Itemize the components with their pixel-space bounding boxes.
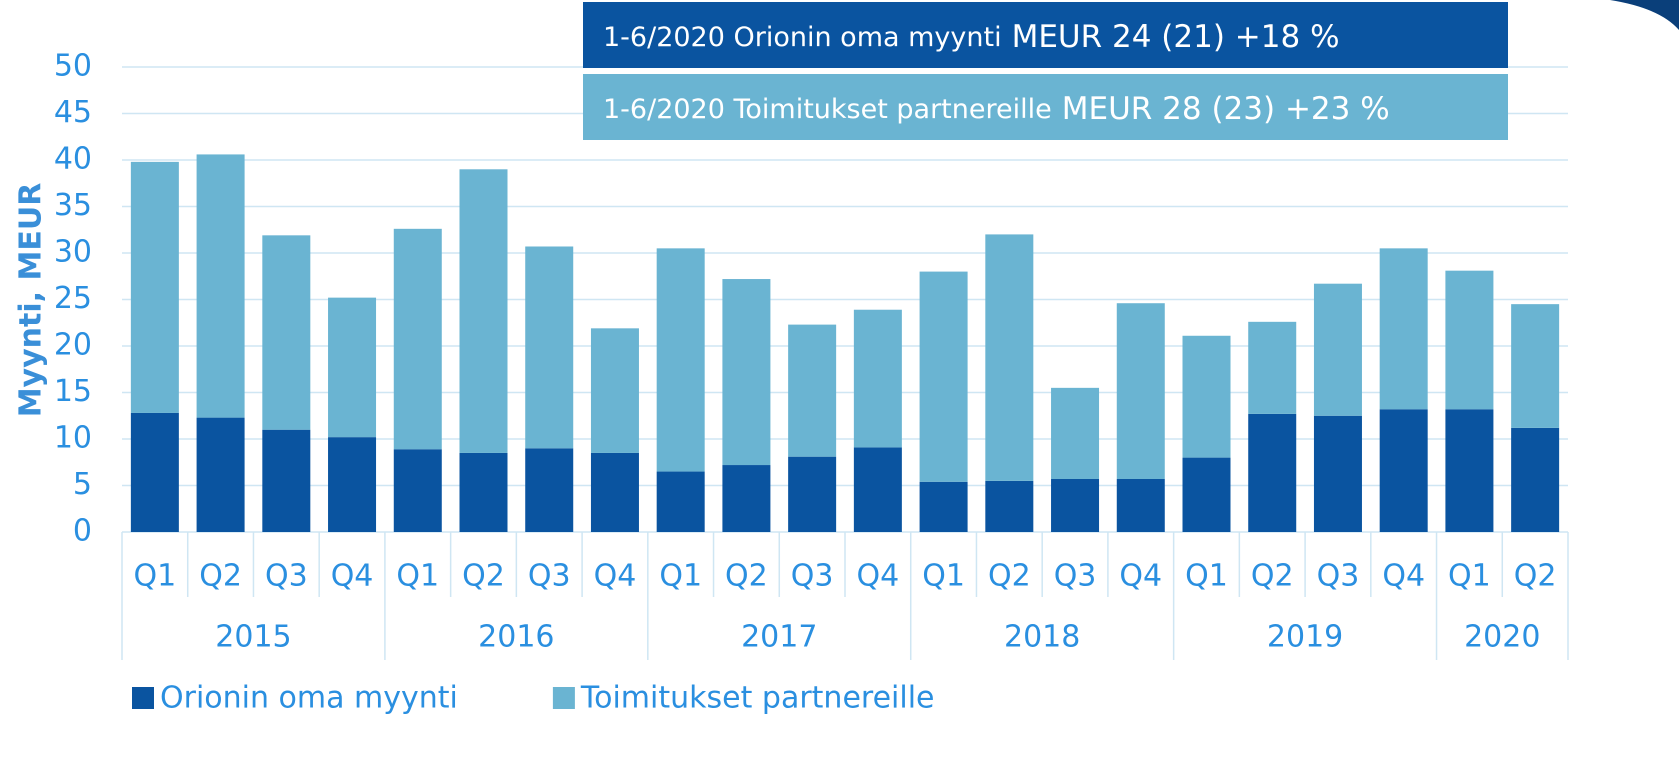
bar-segment — [1182, 457, 1231, 532]
year-label: 2020 — [1464, 620, 1540, 655]
x-tick-label: Q4 — [331, 559, 374, 594]
legend-swatch — [552, 687, 575, 709]
annotation-text: 1-6/2020 Toimitukset partnereille MEUR 28… — [603, 91, 1390, 127]
bar-segment — [919, 481, 968, 532]
bar-segment — [196, 154, 245, 418]
y-tick-label: 5 — [73, 467, 92, 502]
x-tick-label: Q1 — [396, 559, 439, 594]
annotation-box — [583, 2, 1508, 68]
x-tick-label: Q1 — [659, 559, 702, 594]
y-tick-label: 40 — [54, 142, 92, 177]
bar-segment — [1445, 409, 1494, 532]
bar-segment — [328, 297, 377, 438]
bar-segment — [1313, 415, 1362, 532]
bar-segment — [722, 465, 771, 532]
y-tick-label: 20 — [54, 328, 92, 363]
bar-segment — [1051, 478, 1100, 532]
bar-segment — [130, 412, 179, 532]
x-tick-label: Q3 — [791, 559, 834, 594]
bar-segment — [985, 234, 1034, 481]
bar-segment — [459, 169, 508, 453]
annotation-label: 1-6/2020 Toimitukset partnereille — [603, 94, 1052, 125]
bar-segment — [1379, 248, 1428, 410]
bar-segment — [853, 447, 902, 532]
bar-segment — [1313, 283, 1362, 416]
x-tick-label: Q4 — [857, 559, 900, 594]
year-label: 2019 — [1267, 620, 1343, 655]
bar-segment — [919, 271, 968, 482]
y-tick-label: 15 — [54, 374, 92, 409]
bar-segment — [656, 248, 705, 472]
x-tick-label: Q2 — [199, 559, 242, 594]
bar-segment — [393, 228, 442, 450]
bar-segment — [853, 309, 902, 448]
bar-segment — [525, 448, 574, 532]
x-tick-label: Q4 — [594, 559, 637, 594]
bar-segment — [1182, 335, 1231, 458]
y-axis-label: Myynti, MEUR — [14, 183, 49, 418]
annotation-text: 1-6/2020 Orionin oma myynti MEUR 24 (21) … — [603, 19, 1340, 55]
y-tick-label: 45 — [54, 95, 92, 130]
legend-label: Orionin oma myynti — [160, 681, 458, 716]
bar-segment — [590, 328, 639, 453]
y-tick-label: 30 — [54, 235, 92, 270]
bar-segment — [525, 246, 574, 449]
bar-segment — [1051, 387, 1100, 479]
bar-segment — [196, 417, 245, 532]
x-tick-label: Q3 — [265, 559, 308, 594]
bar-segment — [1116, 478, 1165, 532]
bar-segment — [985, 480, 1034, 532]
annotation-highlight: MEUR 28 (23) +23 % — [1062, 91, 1390, 127]
x-tick-label: Q2 — [988, 559, 1031, 594]
x-tick-label: Q3 — [528, 559, 571, 594]
bar-segment — [590, 452, 639, 532]
x-tick-label: Q2 — [1251, 559, 1294, 594]
bar-segment — [788, 456, 837, 532]
x-tick-label: Q4 — [1382, 559, 1425, 594]
y-tick-label: 25 — [54, 281, 92, 316]
bar-segment — [656, 471, 705, 532]
bar-segment — [393, 449, 442, 532]
bar-segment — [788, 324, 837, 457]
annotation-highlight: MEUR 24 (21) +18 % — [1012, 19, 1340, 55]
x-tick-label: Q2 — [725, 559, 768, 594]
y-tick-label: 10 — [54, 421, 92, 456]
y-tick-label: 35 — [54, 188, 92, 223]
bar-segment — [262, 429, 311, 532]
x-tick-label: Q4 — [1119, 559, 1162, 594]
bar-segment — [1379, 409, 1428, 532]
annotation-label: 1-6/2020 Orionin oma myynti — [603, 22, 1002, 53]
bar-segment — [1511, 304, 1560, 428]
x-tick-label: Q1 — [922, 559, 965, 594]
bar-segment — [328, 437, 377, 532]
year-label: 2018 — [1004, 620, 1080, 655]
x-tick-label: Q2 — [462, 559, 505, 594]
bar-segment — [130, 161, 179, 413]
x-tick-label: Q3 — [1317, 559, 1360, 594]
x-tick-label: Q1 — [1185, 559, 1228, 594]
bar-segment — [1248, 321, 1297, 414]
corner-decoration — [1610, 0, 1679, 30]
bar-segment — [722, 279, 771, 466]
bar-segment — [1248, 413, 1297, 532]
year-label: 2016 — [478, 620, 554, 655]
x-tick-label: Q2 — [1514, 559, 1557, 594]
year-label: 2017 — [741, 620, 817, 655]
bar-segment — [1445, 270, 1494, 410]
x-tick-label: Q3 — [1054, 559, 1097, 594]
legend-swatch — [132, 687, 154, 709]
annotation-box — [583, 74, 1508, 140]
y-tick-label: 0 — [73, 514, 92, 549]
x-tick-label: Q1 — [134, 559, 177, 594]
y-tick-label: 50 — [54, 49, 92, 84]
legend-label: Toimitukset partnereille — [580, 681, 935, 716]
bar-segment — [1116, 303, 1165, 479]
bar-segment — [459, 452, 508, 532]
bar-segment — [1511, 427, 1560, 532]
x-tick-label: Q1 — [1448, 559, 1491, 594]
year-label: 2015 — [215, 620, 291, 655]
bar-segment — [262, 235, 311, 430]
